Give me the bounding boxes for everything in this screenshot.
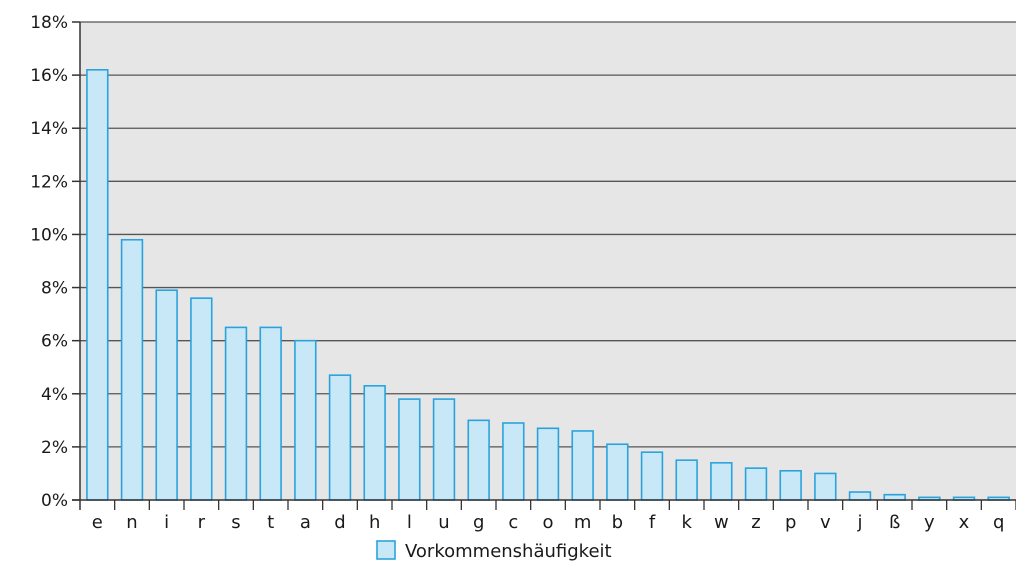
axes <box>72 22 1016 510</box>
x-tick-label: c <box>508 512 518 533</box>
y-tick-label: 8% <box>41 279 68 299</box>
y-tick-label: 10% <box>30 225 68 245</box>
bar-h <box>363 385 386 501</box>
y-axis-ticks: 0% 2% 4% 6% 8% 10% 12% 14% 16% 18% <box>30 13 80 511</box>
bar-z <box>744 467 768 501</box>
x-tick-label: p <box>785 512 796 533</box>
x-tick-label: y <box>924 512 935 533</box>
x-tick-label: n <box>126 512 137 533</box>
x-tick-label: m <box>574 512 592 533</box>
bar-l <box>398 398 421 501</box>
legend-label: Vorkommenshäufigkeit <box>405 541 612 562</box>
bar-e <box>86 69 109 501</box>
bar-ß <box>883 493 906 501</box>
x-tick-label: w <box>714 512 729 533</box>
x-tick-label: f <box>649 512 656 533</box>
x-tick-label: v <box>820 512 831 533</box>
y-tick-label: 6% <box>41 332 68 352</box>
x-tick-label: u <box>438 512 449 533</box>
bar-c <box>502 422 525 501</box>
bar-k <box>675 459 698 501</box>
y-tick-label: 14% <box>30 119 68 139</box>
bar-b <box>606 443 629 501</box>
bar-w <box>710 462 733 501</box>
bar-m <box>571 430 594 501</box>
x-tick-label: k <box>681 512 692 533</box>
legend-swatch <box>376 540 396 560</box>
y-tick-label: 2% <box>41 438 68 458</box>
x-tick-label: b <box>612 512 623 533</box>
x-tick-label: x <box>959 512 970 533</box>
x-tick-label: g <box>473 512 484 533</box>
bar-u <box>432 398 456 501</box>
x-tick-label: a <box>300 512 311 533</box>
bar-r <box>190 297 213 501</box>
bar-p <box>779 469 802 501</box>
x-tick-label: s <box>231 512 240 533</box>
bar-j <box>848 491 872 501</box>
bar-o <box>536 427 560 501</box>
y-tick-label: 0% <box>41 491 68 511</box>
y-tick-label: 18% <box>30 13 68 33</box>
x-tick-label: j <box>856 512 862 533</box>
bar-s <box>224 326 248 501</box>
x-tick-label: d <box>334 512 345 533</box>
legend: Vorkommenshäufigkeit <box>376 540 612 562</box>
x-tick-label: h <box>369 512 380 533</box>
x-tick-label: i <box>164 512 169 533</box>
x-tick-label: z <box>751 512 760 533</box>
y-tick-label: 4% <box>41 385 68 405</box>
x-tick-label: r <box>198 512 206 533</box>
x-tick-label: ß <box>889 512 900 533</box>
y-tick-label: 16% <box>30 66 68 86</box>
bar-g <box>467 419 490 501</box>
bar-i <box>155 289 178 501</box>
bars <box>86 69 1010 501</box>
bar-t <box>259 326 282 501</box>
y-tick-label: 12% <box>30 172 68 192</box>
bar-f <box>640 451 664 501</box>
bar-a <box>294 339 317 501</box>
bar-d <box>328 374 352 501</box>
bar-v <box>814 472 837 501</box>
x-tick-label: t <box>267 512 274 533</box>
bar-n <box>120 238 144 501</box>
x-tick-label: e <box>92 512 103 533</box>
x-tick-label: o <box>542 512 553 533</box>
x-tick-label: q <box>993 512 1004 533</box>
x-tick-label: l <box>407 512 412 533</box>
